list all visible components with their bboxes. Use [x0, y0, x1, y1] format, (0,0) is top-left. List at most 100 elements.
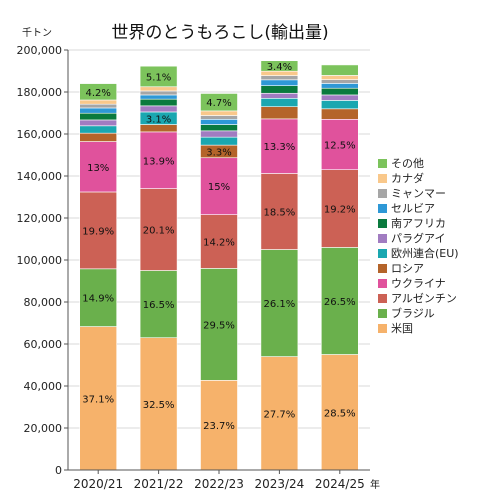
bar-segment [200, 110, 238, 116]
y-tick-label: 200,000 [17, 44, 63, 57]
bar-segment [320, 354, 359, 471]
bar-segment [320, 119, 359, 171]
bar-segment [320, 94, 359, 101]
legend-label: パラグアイ [391, 231, 445, 245]
data-label: 28.5% [324, 408, 356, 419]
bar-segment [139, 337, 178, 471]
legend-label: 欧州連合(EU) [391, 246, 459, 260]
y-tick-label: 160,000 [17, 128, 63, 141]
legend-label: ウクライナ [391, 277, 446, 290]
legend-swatch [378, 204, 387, 213]
bar-segment [79, 103, 117, 109]
bar-segment [260, 249, 299, 357]
data-label: 4.2% [85, 88, 110, 99]
bar-segment [139, 86, 178, 92]
x-axis-label: 年 [370, 478, 380, 491]
data-label: 26.5% [324, 297, 356, 308]
legend-label: セルビア [391, 202, 435, 215]
y-tick-label: 180,000 [17, 86, 63, 99]
legend-label: 米国 [391, 322, 413, 335]
legend-swatch [378, 324, 387, 333]
bar-segment [139, 105, 178, 113]
data-label: 5.1% [146, 72, 171, 83]
data-label: 3.3% [206, 147, 231, 158]
bar-segment [79, 141, 117, 193]
y-tick-label: 140,000 [17, 170, 63, 183]
bar-segment [79, 107, 117, 114]
bar-segment [320, 247, 359, 355]
bar-segment [79, 119, 117, 127]
bar-segment [260, 92, 299, 99]
bar-segment [260, 98, 299, 108]
bar-segment [79, 112, 117, 121]
bar-segment [79, 99, 117, 105]
unit-label: 千トン [22, 27, 52, 39]
y-tick-label: 100,000 [17, 254, 63, 267]
x-tick-label: 2022/23 [194, 477, 244, 491]
data-label: 13% [87, 163, 109, 174]
legend-swatch [378, 159, 387, 168]
data-label: 29.5% [203, 320, 235, 331]
bar-segment [320, 75, 359, 80]
bar-segment [139, 94, 178, 100]
y-tick-label: 20,000 [24, 422, 63, 435]
legend-label: アルゼンチン [391, 292, 457, 305]
bar-segment [320, 108, 359, 120]
y-tick-label: 120,000 [17, 212, 63, 225]
bar-segment [320, 79, 359, 84]
bar-segment [139, 124, 178, 133]
bar-segment [320, 83, 359, 89]
bar-segment [139, 188, 178, 271]
data-label: 26.1% [264, 299, 296, 310]
bar-segment [200, 115, 238, 120]
legend-swatch [378, 174, 387, 183]
bar-segment [79, 125, 117, 134]
bar-segment [260, 60, 299, 72]
legend-swatch [378, 189, 387, 198]
bar-segment [139, 270, 178, 338]
bar-segment [200, 380, 238, 471]
x-tick-label: 2023/24 [254, 477, 304, 491]
legend-swatch [378, 309, 387, 318]
y-tick-label: 40,000 [24, 380, 63, 393]
bar-segment [260, 356, 299, 471]
bar-segment [260, 173, 299, 250]
x-tick-label: 2024/25 [315, 477, 365, 491]
data-label: 15% [208, 182, 230, 193]
bar-segment [139, 90, 178, 96]
bar-segment [139, 65, 178, 88]
data-label: 18.5% [264, 207, 296, 218]
legend-swatch [378, 249, 387, 258]
data-label: 4.7% [206, 98, 231, 109]
bar-segment [320, 64, 359, 76]
data-label: 32.5% [143, 400, 175, 411]
data-label: 13.3% [264, 142, 296, 153]
bar-segment [200, 130, 238, 138]
bar-segment [79, 83, 117, 101]
legend-label: ミャンマー [391, 187, 446, 200]
legend-label: 南アフリカ [391, 217, 446, 230]
bar-segment [260, 106, 299, 120]
legend-label: カナダ [391, 171, 424, 185]
legend-swatch [378, 279, 387, 288]
bar-segment [260, 79, 299, 86]
legend-swatch [378, 219, 387, 228]
legend-label: その他 [391, 157, 424, 170]
bar-segment [200, 93, 238, 112]
legend-label: ブラジル [391, 306, 435, 320]
bars: 37.1% 14.9% 19.9% 13% 4.2% 32.5% 16.5% 20.1% 13.… [79, 60, 359, 471]
chart-title: 世界のとうもろこし(輸出量) [111, 23, 328, 43]
bar-segment [200, 119, 238, 125]
legend-swatch [378, 264, 387, 273]
y-axis: 0 20,000 40,000 60,000 80,000 100,000 120,000 1… [17, 44, 69, 477]
bar-segment [260, 75, 299, 81]
bar-segment [200, 136, 238, 146]
data-label: 14.9% [82, 294, 114, 305]
bar-segment [79, 132, 117, 142]
data-label: 37.1% [82, 394, 114, 405]
data-label: 27.7% [264, 409, 296, 420]
data-label: 20.1% [143, 226, 175, 237]
legend-swatch [378, 234, 387, 243]
bar-segment [260, 85, 299, 94]
